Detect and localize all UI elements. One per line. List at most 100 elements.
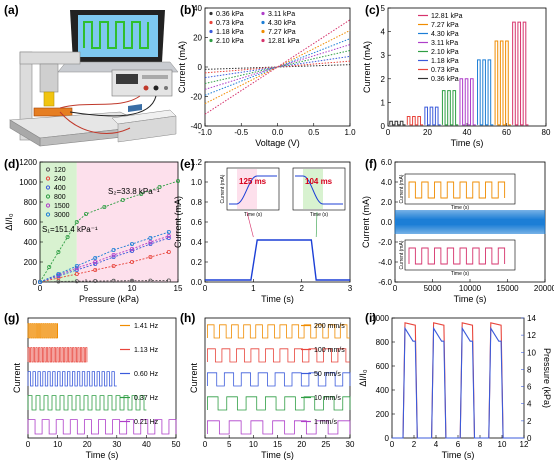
inset-pointer	[315, 211, 318, 238]
inset-y-label: Current (mA)	[399, 174, 405, 203]
legend-marker	[45, 176, 51, 181]
legend-marker	[45, 167, 51, 172]
legend-label: 1.18 kPa	[431, 58, 459, 65]
y2-tick-label: 4	[527, 400, 532, 409]
legend-label: 4.30 kPa	[268, 20, 296, 27]
cycling-signal	[394, 209, 546, 235]
y-tick-label: 800	[376, 338, 390, 347]
red-cable-2	[59, 111, 131, 134]
inset-x-label: Time (s)	[451, 205, 469, 211]
data-point	[74, 219, 79, 224]
x-tick-label: 0	[390, 440, 395, 449]
x-tick-label: 20	[83, 440, 92, 449]
y-axis-label: Current (mA)	[173, 196, 183, 248]
y-tick-label: 4.0	[381, 178, 393, 187]
legend-label: 800	[54, 194, 66, 201]
x-tick-label: 20	[423, 128, 432, 137]
x-axis-label: Time (s)	[261, 294, 294, 304]
data-point	[93, 278, 98, 283]
y-tick-label: 0.0	[191, 278, 203, 287]
x-tick-label: 1	[251, 284, 256, 293]
speed-series-line	[207, 348, 350, 363]
x-tick-label: 30	[346, 440, 355, 449]
x-tick-label: 15	[273, 440, 282, 449]
legend-label: 1500	[54, 203, 70, 210]
step-series-line	[389, 120, 406, 126]
panel-label-c: (c)	[365, 3, 380, 17]
chart-e: 0 1 2 3 0.0 0.2 0.4 0.6 0.8 1.0 1.2 Time (s) Current…	[173, 158, 353, 304]
legend-label: 50 mm/s	[314, 371, 341, 378]
x-axis-label: Time (s)	[454, 294, 487, 304]
data-point	[111, 278, 116, 283]
speed-series-line	[207, 372, 351, 387]
x-tick-label: -1.0	[198, 128, 212, 137]
y2-tick-label: 2	[527, 417, 532, 426]
x-tick-label: 5	[227, 440, 232, 449]
sourcemeter-image	[111, 69, 173, 97]
y-tick-label: 3	[381, 51, 386, 60]
x-tick-label: 0	[203, 440, 208, 449]
legend-label: 0.73 kPa	[431, 67, 459, 74]
y2-tick-label: 10	[527, 348, 536, 357]
panel-label-d: (d)	[4, 157, 19, 171]
x-axis-label: Pressure (kPa)	[79, 294, 139, 304]
legend-marker	[45, 185, 51, 190]
step-series-line	[424, 106, 441, 126]
y-tick-label: 2	[381, 75, 386, 84]
x-tick-label: 30	[112, 440, 121, 449]
legend-label: 1.41 Hz	[134, 323, 159, 330]
panel-label-e: (e)	[180, 157, 195, 171]
x-tick-label: 40	[142, 440, 151, 449]
data-point	[74, 271, 79, 276]
legend-marker	[45, 194, 51, 199]
annotation-s1: S₁=151.4 kPa⁻¹	[42, 225, 98, 234]
data-point	[111, 252, 116, 257]
y-tick-label: -2.0	[378, 238, 392, 247]
x-tick-label: 0	[203, 284, 208, 293]
legend-marker	[209, 11, 213, 16]
data-point	[148, 254, 153, 259]
inset-y-label: Current (mA)	[399, 240, 405, 269]
legend-marker	[209, 20, 213, 25]
frequency-series-line	[27, 323, 58, 339]
panel-label-h: (h)	[180, 311, 195, 325]
black-cable	[69, 95, 157, 117]
data-point	[166, 233, 171, 238]
x-tick-label: 10	[128, 284, 137, 293]
legend-label: 0.36 kPa	[216, 11, 244, 18]
legend-label: 2.10 kPa	[431, 49, 459, 56]
y-tick-label: 0.8	[191, 198, 203, 207]
x-axis-label: Voltage (V)	[255, 138, 300, 148]
plot-frame	[391, 317, 525, 439]
data-point	[148, 239, 153, 244]
legend-label: 12.81 kPa	[431, 13, 463, 20]
x-tick-label: 12	[520, 440, 529, 449]
y2-tick-label: 6	[527, 383, 532, 392]
sensitivity-series-line	[39, 235, 169, 283]
inset-curve	[295, 175, 343, 205]
annotation-s2: S₂=33.8 kPa⁻¹	[108, 187, 160, 196]
legend-label: 12.81 kPa	[268, 38, 300, 45]
sensitivity-series-line	[39, 280, 169, 283]
data-point	[166, 229, 171, 234]
iv-series-line	[204, 38, 351, 96]
x-tick-label: 3	[348, 284, 353, 293]
y2-axis-label: Pressure (kPa)	[542, 348, 552, 408]
y2-tick-label: 0	[527, 434, 532, 443]
x-axis-label: Time (s)	[442, 450, 475, 460]
legend-label: 0.37 Hz	[134, 395, 159, 402]
chart-g: 0 10 20 30 40 50 Time (s) Current 1.41 Hz 1.13 Hz…	[12, 317, 181, 460]
inset-x-label: Time (s)	[310, 212, 328, 218]
y-tick-label: 1000	[19, 178, 37, 187]
frequency-series-line	[27, 419, 177, 435]
y2-tick-label: 12	[527, 331, 536, 340]
legend-marker	[209, 29, 213, 34]
x-tick-label: 2	[299, 284, 304, 293]
y-axis-label: ΔI/I₀	[4, 213, 14, 231]
y-axis-label: Current	[189, 362, 199, 393]
y-tick-label: 0.2	[191, 258, 203, 267]
x-tick-label: 0.0	[272, 128, 284, 137]
chart-h: 0 5 10 15 20 25 30 Time (s) Current 200 mm/s 100 m…	[189, 317, 355, 460]
x-tick-label: 20000	[534, 284, 554, 293]
data-point	[129, 259, 134, 264]
